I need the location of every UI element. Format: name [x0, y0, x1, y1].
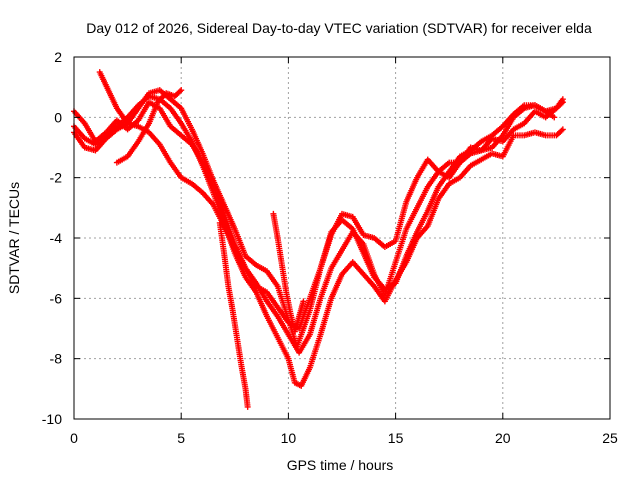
data-point — [300, 298, 307, 305]
y-tick-label: 0 — [54, 109, 62, 125]
x-axis-label: GPS time / hours — [287, 457, 394, 473]
data-point — [551, 114, 558, 121]
y-tick-label: -4 — [50, 230, 63, 246]
series-track-6 — [216, 219, 251, 410]
series-track-2 — [71, 87, 566, 350]
y-axis-label: SDTVAR / TECUs — [6, 182, 22, 294]
axis-ticks — [73, 56, 611, 420]
x-tick-label: 15 — [388, 430, 404, 446]
chart-title: Day 012 of 2026, Sidereal Day-to-day VTE… — [86, 20, 592, 36]
x-tick-label: 0 — [70, 430, 78, 446]
data-point — [176, 88, 183, 95]
data-point — [559, 126, 566, 133]
data-point — [558, 127, 565, 134]
x-tick-label: 25 — [602, 430, 618, 446]
data-point — [178, 87, 185, 94]
y-tick-label: -8 — [50, 351, 63, 367]
data-point — [558, 100, 565, 107]
series-track-3 — [71, 93, 566, 389]
series-track-7 — [270, 210, 307, 335]
y-tick-label: -2 — [50, 170, 63, 186]
data-point — [559, 99, 566, 106]
y-tick-label: 2 — [54, 49, 62, 65]
y-tick-labels: -10 -8 -6 -4 -2 0 2 — [42, 49, 62, 427]
x-tick-labels: 0 5 10 15 20 25 — [70, 430, 618, 446]
x-tick-label: 20 — [495, 430, 511, 446]
data-marks — [71, 69, 566, 410]
x-tick-label: 5 — [177, 430, 185, 446]
data-point — [244, 403, 251, 410]
y-tick-label: -6 — [50, 290, 63, 306]
y-tick-label: -10 — [42, 411, 62, 427]
x-tick-label: 10 — [281, 430, 297, 446]
series-track-5 — [113, 87, 185, 166]
series-track-4 — [96, 69, 558, 332]
